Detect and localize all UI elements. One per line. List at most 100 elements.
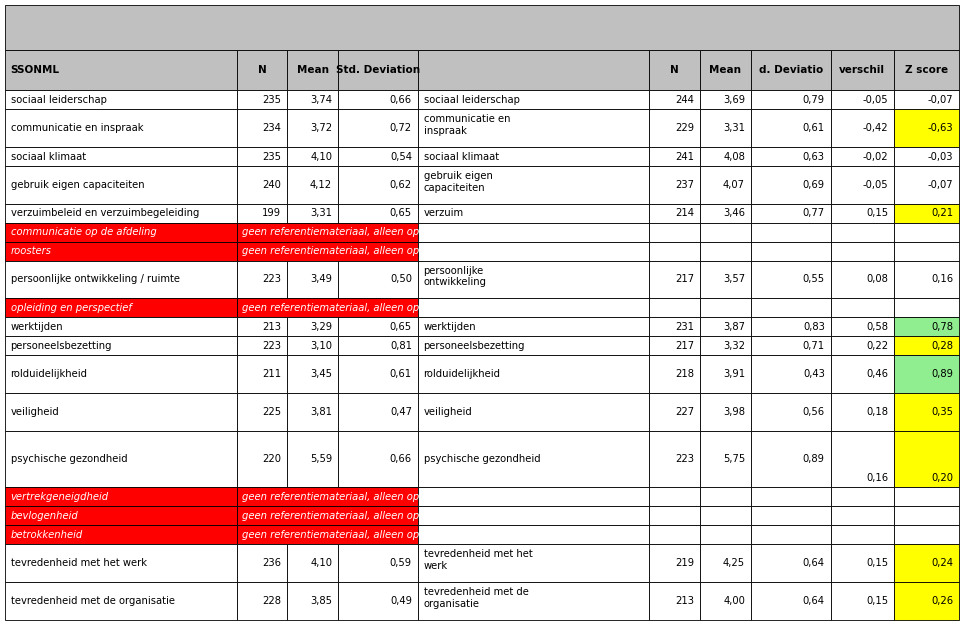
Bar [894, 109, 959, 147]
Text: 240: 240 [262, 180, 281, 190]
Text: 0,89: 0,89 [803, 454, 825, 464]
Bar [417, 317, 650, 336]
Bar [5, 109, 236, 147]
Bar [650, 147, 700, 166]
Text: personeelsbezetting: personeelsbezetting [423, 341, 525, 351]
Bar [417, 506, 650, 525]
Bar [650, 488, 700, 506]
Text: 0,24: 0,24 [931, 558, 953, 568]
Bar [831, 506, 894, 525]
Text: 4,25: 4,25 [723, 558, 745, 568]
Bar [5, 166, 236, 204]
Bar [417, 545, 650, 582]
Bar [831, 242, 894, 260]
Text: geen referentiemateriaal, alleen open: geen referentiemateriaal, alleen open [242, 246, 432, 256]
Bar [417, 488, 650, 506]
Bar [700, 582, 751, 620]
Bar [5, 317, 236, 336]
Bar [700, 506, 751, 525]
Bar [650, 430, 700, 488]
Bar [700, 317, 751, 336]
Bar [236, 90, 287, 109]
Bar [236, 393, 287, 430]
Bar [236, 506, 417, 525]
Bar [287, 90, 337, 109]
Text: gebruik eigen capaciteiten: gebruik eigen capaciteiten [11, 180, 145, 190]
Bar [700, 147, 751, 166]
Text: 0,35: 0,35 [931, 407, 953, 417]
Bar [751, 393, 831, 430]
Bar [650, 506, 700, 525]
Text: Z score: Z score [905, 65, 949, 75]
Bar [894, 204, 959, 223]
Text: 0,20: 0,20 [931, 472, 953, 483]
Bar [894, 317, 959, 336]
Text: 0,65: 0,65 [389, 321, 412, 331]
Bar [700, 393, 751, 430]
Bar [650, 109, 700, 147]
Text: 236: 236 [262, 558, 281, 568]
Text: Mean: Mean [710, 65, 741, 75]
Bar [700, 545, 751, 582]
Bar [700, 488, 751, 506]
Bar [831, 430, 894, 488]
Text: 3,31: 3,31 [723, 123, 745, 133]
Text: 223: 223 [262, 275, 281, 285]
Bar [236, 166, 287, 204]
Text: tevredenheid met de
organisatie: tevredenheid met de organisatie [423, 587, 528, 609]
Text: 0,16: 0,16 [866, 472, 888, 483]
Bar [5, 430, 236, 488]
Bar [831, 166, 894, 204]
Text: 0,15: 0,15 [866, 208, 888, 218]
Bar [287, 582, 337, 620]
Bar [700, 50, 751, 90]
Bar [751, 317, 831, 336]
Text: Std. Deviation: Std. Deviation [335, 65, 420, 75]
Text: N: N [670, 65, 680, 75]
Bar [831, 90, 894, 109]
Text: 4,10: 4,10 [310, 558, 332, 568]
Bar [751, 242, 831, 260]
Bar [5, 582, 236, 620]
Text: 4,00: 4,00 [723, 596, 745, 606]
Text: 3,74: 3,74 [310, 95, 332, 105]
Bar [287, 336, 337, 355]
Text: -0,03: -0,03 [928, 151, 953, 161]
Text: 0,56: 0,56 [803, 407, 825, 417]
Bar [700, 336, 751, 355]
Text: Mean: Mean [297, 65, 329, 75]
Bar [700, 525, 751, 545]
Bar [287, 430, 337, 488]
Bar [287, 109, 337, 147]
Text: 5,59: 5,59 [309, 454, 332, 464]
Bar [337, 317, 417, 336]
Text: 0,16: 0,16 [931, 275, 953, 285]
Bar [894, 336, 959, 355]
Text: communicatie en inspraak: communicatie en inspraak [11, 123, 143, 133]
Text: 0,18: 0,18 [866, 407, 888, 417]
Text: 0,21: 0,21 [931, 208, 953, 218]
Text: 3,31: 3,31 [310, 208, 332, 218]
Text: roosters: roosters [11, 246, 52, 256]
Text: 0,15: 0,15 [866, 596, 888, 606]
Bar [236, 317, 287, 336]
Text: 234: 234 [262, 123, 281, 133]
Text: veiligheid: veiligheid [423, 407, 472, 417]
Text: 218: 218 [676, 369, 694, 379]
Bar [751, 260, 831, 298]
Text: 0,59: 0,59 [389, 558, 412, 568]
Bar [894, 545, 959, 582]
Bar [236, 336, 287, 355]
Bar [650, 242, 700, 260]
Bar [287, 166, 337, 204]
Bar [417, 430, 650, 488]
Bar [417, 109, 650, 147]
Text: 0,54: 0,54 [390, 151, 412, 161]
Bar [5, 50, 236, 90]
Bar [751, 90, 831, 109]
Bar [337, 545, 417, 582]
Text: 228: 228 [262, 596, 281, 606]
Text: psychische gezondheid: psychische gezondheid [423, 454, 540, 464]
Text: gebruik eigen
capaciteiten: gebruik eigen capaciteiten [423, 171, 493, 193]
Text: 219: 219 [675, 558, 694, 568]
